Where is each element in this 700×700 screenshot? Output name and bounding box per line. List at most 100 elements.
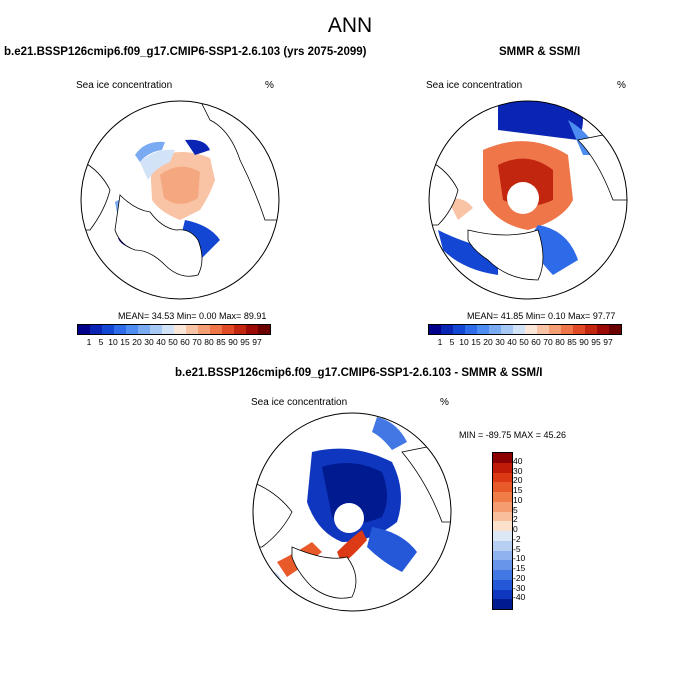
panel-2-colorbar-swatch <box>453 325 465 334</box>
panel-1-colorbar-swatch <box>234 325 246 334</box>
panel-2-colorbar-tick-label: 95 <box>591 337 601 347</box>
panel-2-title: SMMR & SSM/I <box>499 46 581 58</box>
panel-3-land-greenland <box>291 546 357 599</box>
panel-3-colorbar-swatch <box>493 521 512 531</box>
panel-1-ice-edge <box>140 149 175 180</box>
panel-1-colorbar-swatch <box>78 325 90 334</box>
panel-2-colorbar-swatch <box>597 325 609 334</box>
panel-3-colorbar-tick-label: -10 <box>513 553 526 564</box>
panel-1-colorbar-swatch <box>210 325 222 334</box>
panel-2-land-canada <box>429 159 459 226</box>
panel-3-colorbar-tick-label: 30 <box>513 465 523 476</box>
panel-2-colorbar-swatch <box>513 325 525 334</box>
panel-1-colorbar-swatch <box>126 325 138 334</box>
panel-2-colorbar-tick-label: 80 <box>555 337 565 347</box>
panel-1-polar-map <box>80 100 280 300</box>
panel-1-colorbar-tick-label: 60 <box>180 337 190 347</box>
panel-2-colorbar-tick-label: 97 <box>603 337 613 347</box>
panel-2-colorbar-ticks: 1 5 10 15 20 30 40 50 60 70 80 85 90 95 97 <box>428 337 622 349</box>
panel-1-colorbar-tick-label: 30 <box>144 337 154 347</box>
panel-3-colorbar-swatch <box>493 540 512 551</box>
panel-3-colorbar-tick-label: -2 <box>513 533 521 544</box>
panel-3-title: b.e21.BSSP126cmip6.f09_g17.CMIP6-SSP1-2.… <box>175 367 543 379</box>
panel-2-colorbar-tick-label: 15 <box>471 337 481 347</box>
panel-3-colorbar-tick-label: -20 <box>513 572 526 583</box>
panel-2-colorbar-swatch <box>477 325 489 334</box>
panel-3-colorbar-tick-label: 40 <box>513 455 523 466</box>
panel-3-ice-greenland-pos <box>337 530 367 564</box>
panel-3-land-canada <box>253 481 293 548</box>
panel-2-colorbar-swatch <box>489 325 501 334</box>
panel-3-colorbar-swatch <box>493 462 512 473</box>
panel-3-colorbar-tick-label: -40 <box>513 592 526 603</box>
panel-2-colorbar-tick-label: 5 <box>449 337 455 347</box>
panel-3-colorbar-swatch <box>493 560 512 570</box>
panel-1-colorbar <box>77 324 271 335</box>
panel-1-colorbar-swatch <box>90 325 102 334</box>
panel-3-colorbar-swatch <box>493 492 512 502</box>
panel-1-ice-core <box>160 166 200 204</box>
panel-3-stats: MIN = -89.75 MAX = 45.26 <box>459 430 567 440</box>
panel-2-colorbar-swatch <box>501 325 513 334</box>
panel-1-ice-beaufort <box>185 139 210 155</box>
panel-1-colorbar-swatch <box>186 325 198 334</box>
panel-1-colorbar-tick-label: 1 <box>86 337 92 347</box>
panel-3-colorbar-tick-label: 2 <box>513 514 518 525</box>
panel-3-colorbar-swatch <box>493 472 512 483</box>
panel-2-land-greenland <box>467 229 544 281</box>
panel-2-colorbar-swatch <box>525 325 537 334</box>
panel-3-colorbar-tick-label: -30 <box>513 582 526 593</box>
panel-2-polar-map <box>428 100 628 300</box>
panel-1-colorbar-tick-label: 80 <box>204 337 214 347</box>
panel-3-colorbar-tick-label: -5 <box>513 543 521 554</box>
panel-3-colorbar-swatch <box>493 589 512 600</box>
panel-2-colorbar-swatch <box>585 325 597 334</box>
panel-2-ice-baffin <box>438 230 498 275</box>
panel-3-ice-barents <box>367 527 417 572</box>
panel-3-colorbar-tick-label: 5 <box>513 504 518 515</box>
panel-1-colorbar-tick-label: 15 <box>120 337 130 347</box>
main-title: ANN <box>327 14 373 37</box>
panel-2-colorbar-swatch <box>573 325 585 334</box>
panel-1-colorbar-swatch <box>258 325 270 334</box>
panel-1-colorbar-tick-label: 50 <box>168 337 178 347</box>
panel-2-colorbar-tick-label: 10 <box>459 337 469 347</box>
panel-2-colorbar-swatch <box>609 325 621 334</box>
panel-1-colorbar-tick-label: 97 <box>252 337 262 347</box>
panel-2-colorbar-tick-label: 1 <box>437 337 443 347</box>
panel-2-colorbar-tick-label: 60 <box>531 337 541 347</box>
panel-1-variable-label: Sea ice concentration <box>76 80 173 91</box>
panel-3-colorbar-swatch <box>493 531 512 541</box>
panel-3-colorbar <box>492 452 513 610</box>
panel-1-colorbar-tick-label: 40 <box>156 337 166 347</box>
panel-1-colorbar-swatch <box>174 325 186 334</box>
panel-1-colorbar-swatch <box>162 325 174 334</box>
panel-3-colorbar-swatch <box>493 511 512 522</box>
panel-2-colorbar-tick-label: 30 <box>495 337 505 347</box>
panel-2-variable-label: Sea ice concentration <box>426 80 523 91</box>
panel-3-colorbar-swatch <box>493 579 512 590</box>
panel-1-colorbar-swatch <box>150 325 162 334</box>
panel-1-colorbar-tick-label: 85 <box>216 337 226 347</box>
panel-1-title: b.e21.BSSP126cmip6.f09_g17.CMIP6-SSP1-2.… <box>4 46 367 58</box>
panel-3-units-label: % <box>440 397 449 408</box>
panel-3-ice-beaufort <box>372 417 407 450</box>
panel-1-colorbar-swatch <box>102 325 114 334</box>
panel-1-colorbar-tick-label: 95 <box>240 337 250 347</box>
panel-3-colorbar-ticks: 40 30 20 15 10 5 2 0 -2 -5 -10 -15 -20 -30 -40 <box>513 452 553 608</box>
panel-1-colorbar-swatch <box>198 325 210 334</box>
panel-1-stats: MEAN= 34.53 Min= 0.00 Max= 89.91 <box>118 311 267 321</box>
panel-1-land-canada <box>81 159 111 231</box>
panel-2-colorbar-swatch <box>465 325 477 334</box>
panel-2-colorbar-swatch <box>429 325 441 334</box>
panel-3-colorbar-tick-label: 10 <box>513 494 523 505</box>
panel-1-ice-outer <box>135 141 165 162</box>
panel-2-colorbar-swatch <box>549 325 561 334</box>
panel-1-colorbar-tick-label: 90 <box>228 337 238 347</box>
panel-2-units-label: % <box>617 80 626 91</box>
panel-2-colorbar-tick-label: 70 <box>543 337 553 347</box>
panel-3-colorbar-swatch <box>493 482 512 492</box>
panel-2-ice-labrador <box>448 198 473 220</box>
panel-3-colorbar-swatch <box>493 501 512 512</box>
panel-1-colorbar-tick-label: 20 <box>132 337 142 347</box>
